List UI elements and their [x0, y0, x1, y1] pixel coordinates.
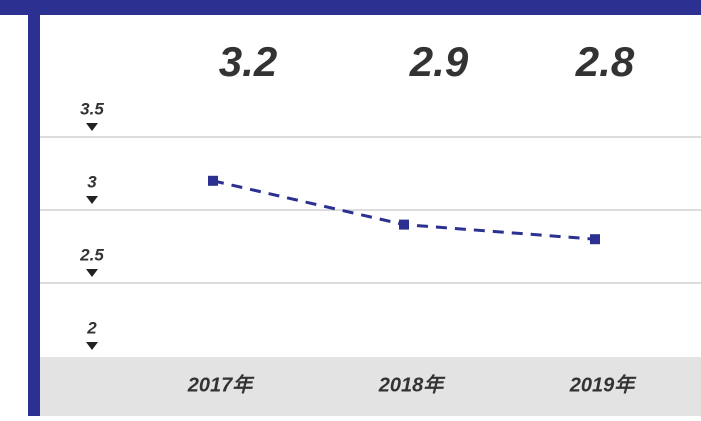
value-label: 2.9: [409, 38, 469, 85]
point: [208, 175, 218, 186]
x-axis-band: [28, 357, 701, 416]
y-tick-marker: [86, 269, 98, 277]
left-border: [28, 0, 40, 416]
y-tick-label: 2: [86, 318, 97, 337]
value-label: 3.2: [219, 38, 277, 85]
x-tick-label: 2019年: [569, 373, 637, 396]
x-tick-label: 2018年: [378, 373, 446, 396]
x-tick-label: 2017年: [187, 373, 255, 396]
y-tick-marker: [86, 196, 98, 204]
top-border: [0, 0, 701, 15]
y-tick-label: 3: [87, 172, 97, 191]
y-tick-marker: [86, 123, 98, 131]
y-tick-marker: [86, 342, 98, 350]
point: [590, 234, 600, 245]
y-tick-label: 2.5: [79, 245, 104, 264]
value-label: 2.8: [575, 38, 635, 85]
point: [399, 219, 409, 230]
y-tick-label: 3.5: [80, 99, 104, 118]
